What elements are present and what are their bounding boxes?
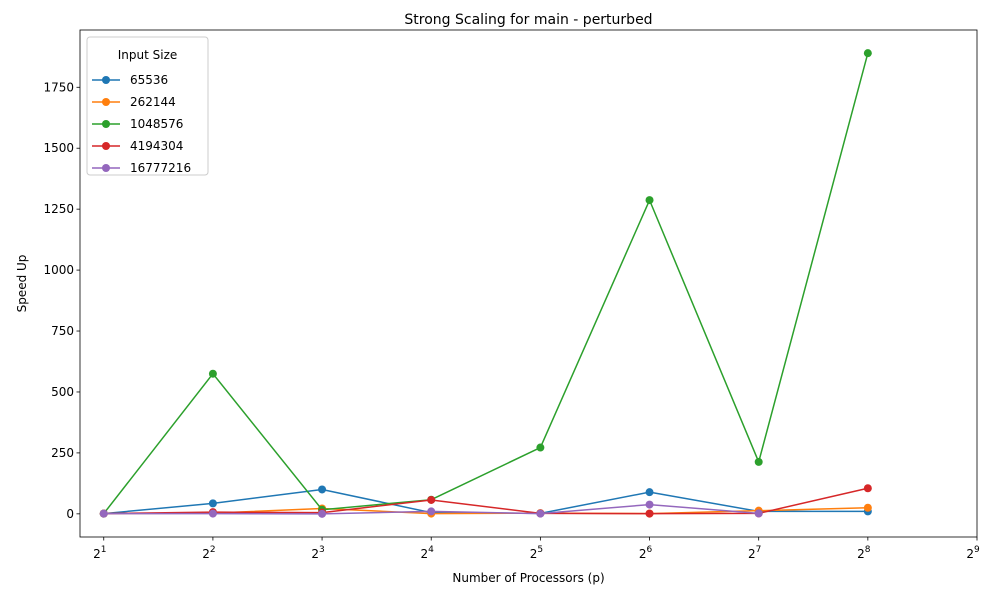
series-layer	[99, 49, 872, 518]
data-point	[754, 457, 763, 466]
plot-area	[79, 29, 978, 538]
x-tick-exponent: 6	[646, 545, 652, 555]
legend-title: Input Size	[118, 48, 178, 62]
data-point	[427, 495, 436, 504]
data-point	[645, 488, 654, 497]
x-tick-label: 22	[202, 545, 215, 561]
legend-label: 4194304	[130, 139, 183, 153]
legend-entry: 16777216	[92, 161, 191, 175]
x-tick-exponent: 2	[210, 545, 216, 555]
legend-entry: 4194304	[92, 139, 183, 153]
x-tick-label: 29	[966, 545, 980, 561]
y-tick-label: 1500	[43, 141, 74, 155]
y-axis-ticks: 0 250 500 750 1000 1250 1500 1750	[43, 80, 80, 521]
data-point	[318, 509, 327, 518]
y-tick-label: 1250	[43, 202, 74, 216]
x-tick-base: 2	[857, 547, 865, 561]
x-tick-label: 26	[639, 545, 653, 561]
data-point	[863, 484, 872, 493]
x-tick-exponent: 7	[756, 545, 762, 555]
series-line	[103, 52, 869, 515]
data-point	[208, 509, 217, 518]
x-tick-exponent: 1	[101, 545, 107, 555]
x-tick-label: 21	[93, 545, 106, 561]
x-tick-base: 2	[93, 547, 101, 561]
data-point	[208, 499, 217, 508]
x-tick-base: 2	[748, 547, 756, 561]
x-tick-exponent: 3	[319, 545, 325, 555]
data-point	[645, 196, 654, 205]
series-line	[103, 487, 869, 515]
x-tick-base: 2	[966, 547, 974, 561]
data-point	[208, 369, 217, 378]
x-tick-label: 27	[748, 545, 761, 561]
x-tick-exponent: 9	[974, 545, 980, 555]
legend-label: 262144	[130, 95, 176, 109]
legend-entries: 65536 262144 1048576 4194304 16777216	[92, 73, 191, 175]
data-point	[863, 49, 872, 58]
x-tick-base: 2	[202, 547, 210, 561]
legend-marker	[102, 98, 110, 106]
x-tick-exponent: 8	[865, 545, 871, 555]
legend-entry: 262144	[92, 95, 176, 109]
legend: Input Size 65536 262144 1048576 4194304 1677…	[86, 36, 209, 176]
legend-label: 1048576	[130, 117, 183, 131]
y-tick-label: 1750	[43, 80, 74, 94]
legend-box	[86, 36, 209, 176]
data-point	[754, 509, 763, 518]
y-tick-label: 500	[51, 385, 74, 399]
y-tick-label: 250	[51, 446, 74, 460]
chart-title: Strong Scaling for main - perturbed	[404, 12, 652, 28]
x-tick-exponent: 5	[537, 545, 543, 555]
legend-marker	[102, 142, 110, 150]
x-tick-base: 2	[639, 547, 647, 561]
data-point	[427, 507, 436, 516]
data-point	[863, 503, 872, 512]
y-tick-label: 0	[66, 507, 74, 521]
legend-marker	[102, 164, 110, 172]
x-axis-label: Number of Processors (p)	[452, 571, 604, 585]
x-axis-ticks: 21 22 23 24 25 26 27 28 29	[93, 537, 980, 561]
data-point	[318, 485, 327, 494]
legend-entry: 65536	[92, 73, 168, 87]
x-tick-label: 23	[311, 545, 324, 561]
legend-label: 16777216	[130, 161, 191, 175]
data-point	[99, 509, 108, 518]
data-point	[536, 509, 545, 518]
y-tick-label: 750	[51, 324, 74, 338]
x-tick-label: 24	[421, 545, 435, 561]
data-point	[645, 500, 654, 509]
x-tick-label: 25	[530, 545, 543, 561]
data-point	[645, 509, 654, 518]
data-point	[536, 443, 545, 452]
x-tick-base: 2	[530, 547, 538, 561]
y-axis-label: Speed Up	[15, 255, 29, 313]
x-tick-label: 28	[857, 545, 871, 561]
legend-marker	[102, 76, 110, 84]
x-tick-exponent: 4	[428, 545, 434, 555]
x-tick-base: 2	[421, 547, 429, 561]
y-tick-label: 1000	[43, 263, 74, 277]
legend-label: 65536	[130, 73, 168, 87]
x-tick-base: 2	[311, 547, 319, 561]
series-16777216	[99, 500, 763, 518]
legend-entry: 1048576	[92, 117, 183, 131]
legend-marker	[102, 120, 110, 128]
